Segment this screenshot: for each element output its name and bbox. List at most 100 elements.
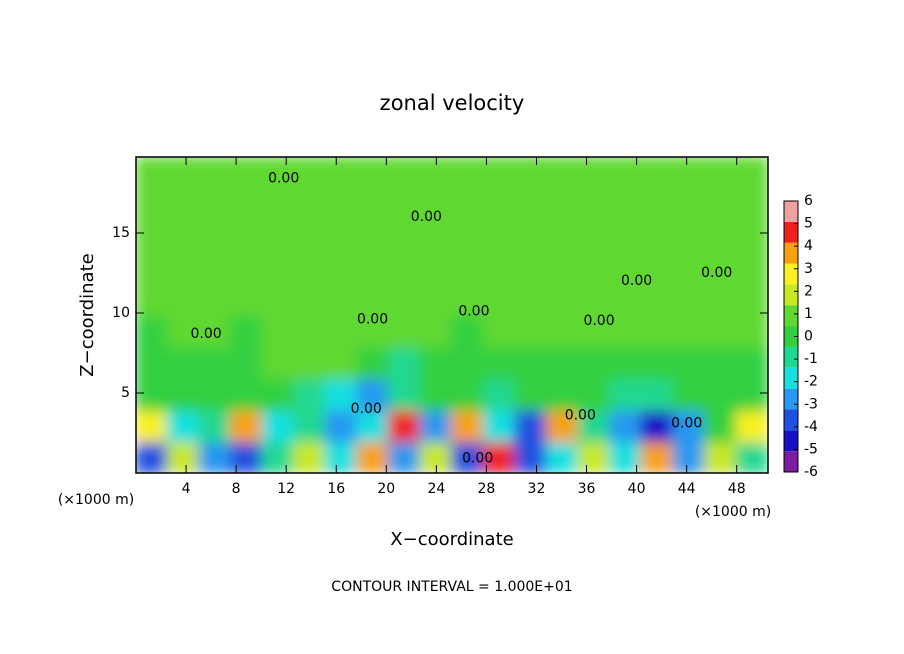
field-cell — [136, 157, 169, 190]
field-cell — [545, 250, 580, 285]
field-cell — [703, 314, 738, 348]
field-cell — [356, 219, 390, 253]
colorbar-swatch — [784, 242, 798, 264]
field-cell — [735, 314, 768, 348]
field-cell — [735, 157, 768, 190]
field-cell — [387, 440, 422, 473]
contour-label: 0.00 — [565, 407, 596, 423]
overlay: 4 8 12 16 20 24 28 32 36 40 44 48510150.000.000.000… — [112, 156, 818, 497]
field-cell — [577, 219, 611, 253]
field-cell — [735, 219, 768, 253]
field-cell — [356, 314, 390, 348]
x-unit: (×1000 m) — [58, 492, 134, 508]
field-cell — [609, 187, 643, 222]
field-cell — [419, 377, 453, 411]
field-cell — [451, 250, 485, 285]
field-cell — [293, 440, 327, 473]
field-cell — [640, 219, 675, 253]
field-cell — [419, 408, 453, 443]
field-cell — [324, 345, 359, 380]
field-cell — [419, 187, 453, 222]
colorbar-swatch — [784, 221, 798, 243]
colorbar-swatch — [784, 326, 798, 347]
field-cell — [324, 187, 359, 222]
field-cell — [640, 377, 675, 411]
field-cell — [451, 187, 485, 222]
field-cell — [609, 250, 643, 285]
field-cell — [609, 219, 643, 253]
field-cell — [166, 219, 201, 253]
field-cell — [577, 408, 611, 443]
field-cell — [293, 345, 327, 380]
field-cell — [545, 408, 580, 443]
field-cell — [545, 157, 580, 190]
colorbar-tick-label: 4 — [804, 238, 813, 254]
field-cell — [166, 408, 201, 443]
x-axis-label: X−coordinate — [390, 529, 513, 550]
field-cell — [545, 345, 580, 380]
x-unit: (×1000 m) — [695, 504, 771, 520]
colorbar-swatch — [784, 305, 798, 327]
field-cell — [577, 187, 611, 222]
field-cell — [703, 157, 738, 190]
field-cell — [419, 219, 453, 253]
field-cell — [229, 408, 264, 443]
field-cell — [703, 187, 738, 222]
field-cell — [514, 250, 548, 285]
colorbar-tick-label: 5 — [804, 216, 813, 232]
x-tick-label: 4 — [182, 481, 191, 497]
field-cell — [324, 440, 359, 473]
field-cell — [672, 250, 706, 285]
field-cell — [387, 377, 422, 411]
field-cell — [419, 250, 453, 285]
field-cell — [482, 250, 517, 285]
contour-label: 0.00 — [458, 303, 489, 319]
y-axis-label: Z−coordinate — [77, 253, 98, 376]
contour-label: 0.00 — [671, 415, 702, 431]
field-cell — [293, 282, 327, 316]
field-cell — [672, 219, 706, 253]
colorbar-tick-label: 0 — [804, 329, 813, 345]
field-cell — [419, 282, 453, 316]
colorbar-swatch — [784, 388, 798, 410]
field-cell — [609, 345, 643, 380]
field-cell — [356, 345, 390, 380]
colorbar-swatch — [784, 367, 798, 389]
field-cell — [545, 314, 580, 348]
field-cell — [293, 250, 327, 285]
colorbar-tick-label: 2 — [804, 283, 813, 299]
field-cell — [640, 250, 675, 285]
field-cells — [136, 157, 768, 473]
x-tick-label: 28 — [478, 481, 496, 497]
field-cell — [545, 377, 580, 411]
field-cell — [451, 377, 485, 411]
contour-label: 0.00 — [701, 265, 732, 281]
field-cell — [735, 408, 768, 443]
field-cell — [229, 157, 264, 190]
field-cell — [198, 440, 232, 473]
field-cell — [198, 345, 232, 380]
field-cell — [356, 377, 390, 411]
field-cell — [640, 408, 675, 443]
field-cell — [261, 219, 295, 253]
field-cell — [482, 187, 517, 222]
colorbar-tick-label: -4 — [804, 419, 818, 435]
field-cell — [514, 408, 548, 443]
field-cell — [514, 219, 548, 253]
y-tick-label: 10 — [112, 305, 130, 321]
field-cell — [198, 314, 232, 348]
field-cell — [640, 187, 675, 222]
field-cell — [703, 440, 738, 473]
field-cell — [136, 282, 169, 316]
field-cell — [293, 408, 327, 443]
field-cell — [229, 250, 264, 285]
field-cell — [166, 377, 201, 411]
field-cell — [166, 345, 201, 380]
field-cell — [640, 314, 675, 348]
field-cell — [514, 440, 548, 473]
field-cell — [672, 345, 706, 380]
field-cell — [735, 440, 768, 473]
y-tick-label: 5 — [121, 385, 130, 401]
field-cell — [545, 282, 580, 316]
contour-label: 0.00 — [351, 401, 382, 417]
